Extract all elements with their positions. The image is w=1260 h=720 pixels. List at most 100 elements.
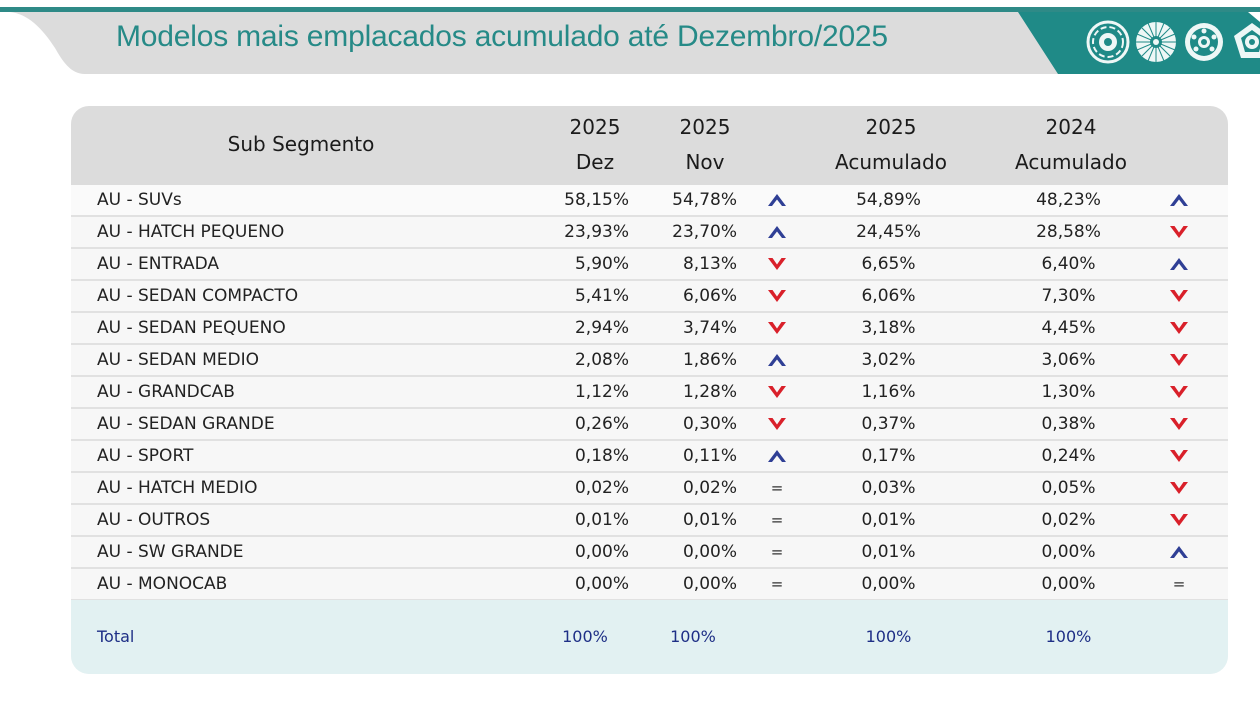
equal-sign: = — [770, 575, 784, 593]
trend-year-indicator — [1163, 409, 1195, 451]
value-2024-acumulado: 28,58% — [1036, 222, 1101, 242]
table-row: AU - GRANDCAB 1,12% 1,28% 1,16% 1,30% — [71, 377, 1228, 409]
wheel-icon — [1185, 23, 1223, 61]
value-2025-nov: 0,01% — [682, 510, 737, 530]
arrow-down-icon — [766, 313, 788, 344]
table-row: AU - OUTROS 0,01% 0,01% = 0,01% 0,02% — [71, 505, 1228, 537]
column-header-period: Acumulado — [835, 150, 947, 174]
value-2025-dez: 5,90% — [574, 254, 629, 274]
trend-year-indicator — [1163, 217, 1195, 259]
trend-year-indicator — [1163, 281, 1195, 323]
trend-month-indicator — [761, 345, 793, 387]
value-2025-dez: 58,15% — [564, 190, 629, 210]
value-2025-dez: 5,41% — [574, 286, 629, 306]
segment-name: AU - HATCH PEQUENO — [97, 222, 285, 242]
segment-name: AU - SPORT — [97, 446, 194, 466]
value-2025-nov: 0,00% — [682, 574, 737, 594]
segment-name: AU - MONOCAB — [97, 574, 228, 594]
table-row: AU - SEDAN MEDIO 2,08% 1,86% 3,02% 3,06% — [71, 345, 1228, 377]
column-header-year: 2025 — [865, 115, 917, 139]
value-2025-acumulado: 3,02% — [861, 350, 916, 370]
value-2025-dez: 0,00% — [574, 542, 629, 562]
column-header-2024-acumulado: 2024 Acumulado — [991, 110, 1151, 180]
table-row: AU - SUVs 58,15% 54,78% 54,89% 48,23% — [71, 185, 1228, 217]
value-2024-acumulado: 0,00% — [1041, 574, 1096, 594]
arrow-down-icon — [1168, 441, 1190, 472]
segment-name: AU - SEDAN MEDIO — [97, 350, 259, 370]
trend-year-indicator: = — [1163, 569, 1195, 611]
segment-name: AU - SEDAN PEQUENO — [97, 318, 286, 338]
total-acumulado-2024: 100% — [1045, 627, 1092, 646]
arrow-up-icon — [766, 185, 788, 216]
arrow-down-icon — [766, 377, 788, 408]
total-nov: 100% — [670, 627, 716, 646]
total-dez: 100% — [562, 627, 608, 646]
value-2025-nov: 3,74% — [682, 318, 737, 338]
column-header-sub-segmento: Sub Segmento — [227, 132, 375, 156]
arrow-down-icon — [1168, 473, 1190, 504]
total-label: Total — [97, 627, 135, 646]
value-2025-dez: 23,93% — [564, 222, 629, 242]
equal-icon: = — [766, 569, 788, 600]
trend-month-indicator — [761, 249, 793, 291]
value-2024-acumulado: 6,40% — [1041, 254, 1096, 274]
value-2025-acumulado: 3,18% — [861, 318, 916, 338]
trend-year-indicator — [1163, 473, 1195, 515]
column-header-period: Acumulado — [1015, 150, 1127, 174]
segment-table: Sub Segmento 2025 Dez 2025 Nov 2025 Acum… — [71, 106, 1228, 674]
value-2025-dez: 0,01% — [574, 510, 629, 530]
value-2025-dez: 0,26% — [574, 414, 629, 434]
table-row: AU - ENTRADA 5,90% 8,13% 6,65% 6,40% — [71, 249, 1228, 281]
value-2025-acumulado: 54,89% — [856, 190, 921, 210]
arrow-up-icon — [766, 441, 788, 472]
table-body: AU - SUVs 58,15% 54,78% 54,89% 48,23% AU - HA… — [71, 185, 1228, 601]
value-2025-acumulado: 0,03% — [861, 478, 916, 498]
trend-month-indicator — [761, 409, 793, 451]
segment-name: AU - GRANDCAB — [97, 382, 235, 402]
segment-name: AU - OUTROS — [97, 510, 211, 530]
arrow-down-icon — [766, 249, 788, 280]
arrow-up-icon — [1168, 249, 1190, 280]
brand-logo — [1086, 17, 1260, 67]
equal-icon: = — [1168, 569, 1190, 600]
value-2024-acumulado: 7,30% — [1041, 286, 1096, 306]
value-2024-acumulado: 3,06% — [1041, 350, 1096, 370]
trend-month-indicator: = — [761, 537, 793, 579]
value-2025-nov: 0,00% — [682, 542, 737, 562]
arrow-down-icon — [1168, 217, 1190, 248]
arrow-down-icon — [1168, 505, 1190, 536]
value-2025-acumulado: 1,16% — [861, 382, 916, 402]
table-row: AU - SEDAN PEQUENO 2,94% 3,74% 3,18% 4,45% — [71, 313, 1228, 345]
trend-year-indicator — [1163, 185, 1195, 227]
segment-name: AU - SUVs — [97, 190, 182, 210]
trend-month-indicator: = — [761, 473, 793, 515]
value-2025-nov: 1,86% — [682, 350, 737, 370]
segment-name: AU - SEDAN GRANDE — [97, 414, 275, 434]
value-2025-nov: 0,11% — [682, 446, 737, 466]
table-header: Sub Segmento 2025 Dez 2025 Nov 2025 Acum… — [71, 106, 1228, 185]
trend-month-indicator — [761, 441, 793, 483]
value-2025-acumulado: 0,01% — [861, 542, 916, 562]
segment-name: AU - ENTRADA — [97, 254, 220, 274]
wheel-icon — [1234, 23, 1260, 58]
trend-year-indicator — [1163, 441, 1195, 483]
arrow-down-icon — [1168, 377, 1190, 408]
equal-sign: = — [770, 479, 784, 497]
column-header-period: Dez — [575, 150, 615, 174]
table-row: AU - MONOCAB 0,00% 0,00% = 0,00% 0,00% = — [71, 569, 1228, 601]
column-header-year: 2025 — [569, 115, 621, 139]
value-2025-nov: 8,13% — [682, 254, 737, 274]
trend-month-indicator — [761, 185, 793, 227]
value-2024-acumulado: 0,00% — [1041, 542, 1096, 562]
page-title: Modelos mais emplacados acumulado até De… — [116, 20, 888, 53]
trend-year-indicator — [1163, 537, 1195, 579]
equal-icon: = — [766, 473, 788, 504]
total-row: Total 100% 100% 100% 100% — [71, 600, 1228, 674]
value-2025-dez: 0,02% — [574, 478, 629, 498]
value-2025-acumulado: 24,45% — [856, 222, 921, 242]
segment-name: AU - SW GRANDE — [97, 542, 244, 562]
value-2024-acumulado: 4,45% — [1041, 318, 1096, 338]
column-header-period: Nov — [685, 150, 725, 174]
trend-year-indicator — [1163, 345, 1195, 387]
arrow-down-icon — [766, 281, 788, 312]
